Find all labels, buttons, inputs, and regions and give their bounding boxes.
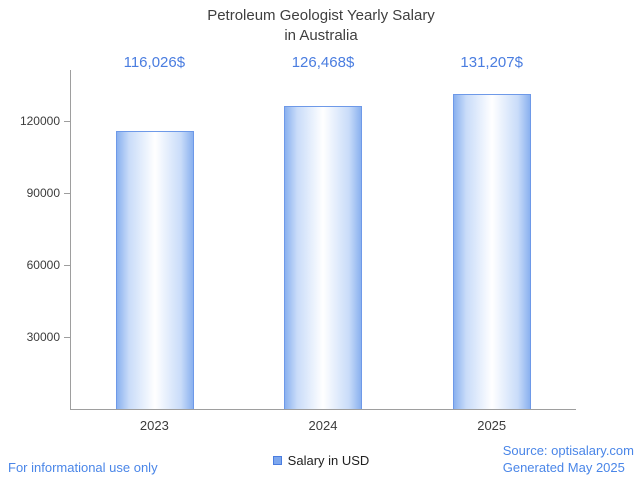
bar-value-label-2024: 126,468$	[291, 54, 355, 71]
bar-2024[interactable]	[284, 105, 363, 409]
y-tick-mark	[64, 265, 71, 266]
disclaimer-text: For informational use only	[8, 460, 158, 475]
y-tick-mark	[64, 193, 71, 194]
x-axis-labels: 2023 2024 2025	[70, 418, 576, 433]
generated-date: Generated May 2025	[502, 460, 625, 476]
bar-2023[interactable]	[116, 130, 195, 409]
legend-label: Salary in USD	[287, 453, 370, 468]
legend-marker-icon	[272, 456, 282, 465]
bar-value-label-2025: 131,207$	[460, 54, 523, 71]
x-label-2024: 2024	[308, 418, 338, 433]
y-tick-mark	[64, 121, 71, 122]
x-label-2025: 2025	[477, 418, 507, 433]
y-tick-mark	[64, 337, 71, 338]
bar-column-2023	[71, 70, 239, 409]
bar-2025[interactable]	[452, 94, 531, 409]
chart-title-line1: Petroleum Geologist Yearly Salary	[207, 7, 435, 24]
bar-column-2024	[239, 70, 407, 409]
source-link[interactable]: Source: optisalary.com	[502, 443, 634, 459]
source-block: Source: optisalary.com Generated May 202…	[503, 443, 634, 477]
legend[interactable]: Salary in USD	[0, 453, 642, 468]
x-label-2023: 2023	[139, 418, 169, 433]
plot-area: 30000 60000 90000 120000	[20, 70, 576, 410]
bars-group	[71, 70, 576, 409]
y-tick-label: 90000	[26, 186, 60, 200]
y-tick-label: 120000	[19, 114, 60, 128]
y-tick-label: 30000	[26, 330, 60, 344]
y-tick-label: 60000	[26, 258, 60, 272]
bar-column-2025	[408, 70, 576, 409]
chart-title-line2: in Australia	[284, 26, 358, 44]
bar-value-labels: 116,026$ 126,468$ 131,207$	[70, 54, 576, 71]
chart-title: Petroleum Geologist Yearly Salary in Aus…	[0, 6, 642, 45]
bar-value-label-2023: 116,026$	[123, 54, 186, 71]
